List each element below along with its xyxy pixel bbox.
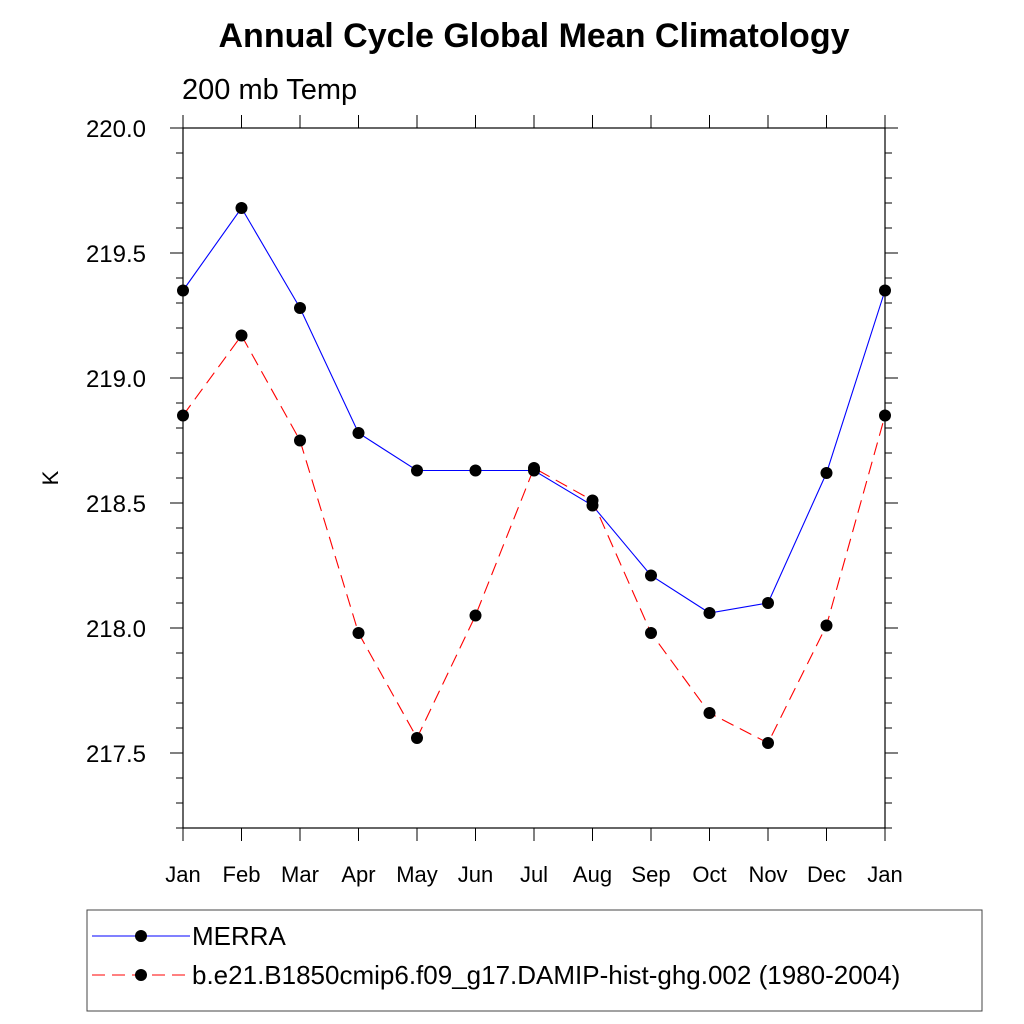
point-s0-10 (762, 597, 774, 609)
point-s1-2 (294, 434, 306, 447)
point-s1-12 (879, 409, 891, 422)
series-layer (177, 202, 891, 749)
y-tick-label: 218.0 (86, 616, 146, 643)
x-tick-label: Nov (748, 862, 787, 887)
chart-subtitle: 200 mb Temp (182, 74, 357, 106)
point-s0-9 (703, 607, 716, 619)
point-s1-3 (352, 627, 365, 639)
point-s0-2 (294, 302, 306, 314)
point-s0-1 (235, 202, 248, 214)
series-line-0 (182, 206, 886, 614)
x-tick-label: Sep (631, 862, 670, 887)
legend: MERRA b.e21.B1850cmip6.f09_g17.DAMIP-hist… (86, 909, 983, 1012)
point-s1-8 (645, 627, 657, 639)
point-s1-0 (177, 409, 189, 422)
legend-label-0: MERRA (192, 921, 287, 951)
ticks-layer: Jan Feb Mar Apr May Jun Jul Aug Sep Oct Nov Dec Jan 2… (86, 115, 903, 887)
x-tick-label: Feb (223, 862, 261, 887)
x-tick-label: Dec (807, 862, 846, 887)
point-s1-10 (762, 737, 774, 749)
series-line-1 (182, 334, 886, 744)
legend-label-1: b.e21.B1850cmip6.f09_g17.DAMIP-hist-ghg.… (192, 960, 900, 990)
plot-frame (182, 127, 886, 829)
legend-box (86, 909, 983, 1012)
point-s0-8 (645, 569, 657, 582)
x-tick-label: Mar (281, 862, 319, 887)
point-s1-7 (586, 494, 599, 507)
x-tick-label: Jan (867, 862, 902, 887)
legend-marker-1 (135, 969, 147, 981)
point-s0-4 (411, 464, 423, 477)
point-s1-11 (820, 619, 833, 632)
point-s0-5 (469, 464, 482, 477)
point-s0-11 (820, 467, 833, 479)
legend-marker-0 (135, 930, 147, 942)
y-axis-label: K (38, 470, 63, 485)
y-tick-label: 217.5 (86, 741, 146, 768)
point-s0-12 (879, 284, 891, 297)
x-tick-label: Jul (520, 862, 548, 887)
y-tick-label: 219.5 (86, 241, 146, 268)
x-tick-label: May (396, 862, 438, 887)
point-s1-5 (469, 609, 482, 622)
x-tick-label: Aug (573, 862, 612, 887)
point-s1-6 (528, 462, 540, 474)
point-s0-0 (177, 284, 189, 297)
point-s1-1 (235, 329, 248, 342)
x-tick-label: Apr (341, 862, 375, 887)
point-s0-3 (352, 427, 365, 439)
x-tick-label: Jun (458, 862, 493, 887)
point-s1-4 (411, 732, 423, 744)
y-tick-label: 220.0 (86, 116, 146, 143)
x-tick-label: Jan (165, 862, 200, 887)
chart-title: Annual Cycle Global Mean Climatology (219, 17, 850, 55)
y-tick-label: 219.0 (86, 366, 146, 393)
x-tick-label: Oct (692, 862, 726, 887)
point-s1-9 (703, 707, 716, 719)
y-tick-label: 218.5 (86, 491, 146, 518)
